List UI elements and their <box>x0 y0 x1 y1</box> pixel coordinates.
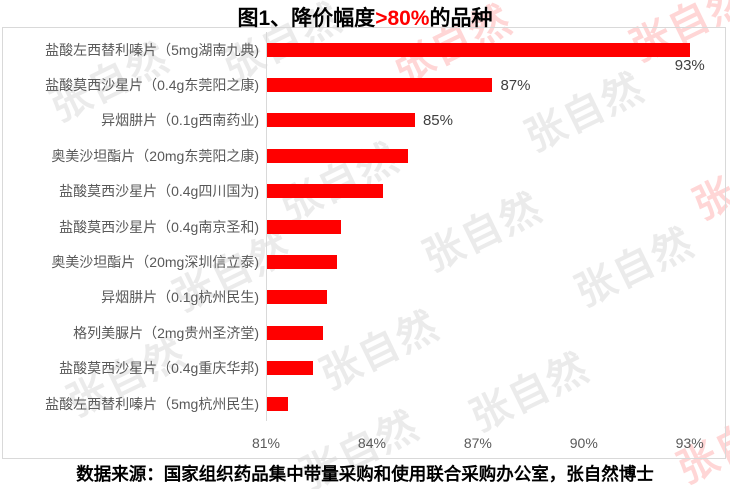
chart-row: 盐酸莫西沙星片（0.4g东莞阳之康) 87% <box>3 67 725 103</box>
x-tick-label: 84% <box>357 435 386 451</box>
bar <box>267 219 341 234</box>
x-axis-ticks: 81% 84% 87% 90% 93% <box>252 435 725 452</box>
bar <box>267 148 408 163</box>
bar-zone: 93% <box>266 32 725 74</box>
title-prefix: 图1、降价幅度 <box>237 7 376 30</box>
chart-row: 奥美沙坦酯片（20mg东莞阳之康) <box>3 138 725 174</box>
bar-zone <box>266 244 725 280</box>
category-label: 异烟肼片（0.1g杭州民生) <box>101 289 259 306</box>
chart-row: 盐酸左西替利嗪片（5mg湖南九典) 93% <box>3 32 725 74</box>
chart-row: 盐酸左西替利嗪片（5mg杭州民生) <box>3 385 725 422</box>
bar <box>267 184 384 199</box>
chart-title: 图1、降价幅度>80%的品种 <box>0 2 730 32</box>
chart-row: 奥美沙坦酯片（20mg深圳信立泰) <box>3 244 725 280</box>
bar <box>267 290 327 305</box>
plot-area: 盐酸左西替利嗪片（5mg湖南九典) 93% 盐酸莫西沙星片（0.4g东莞阳之康) 87… <box>2 27 726 459</box>
bar-zone: 87% <box>266 67 725 103</box>
bar <box>267 361 313 376</box>
chart-row: 盐酸莫西沙星片（0.4g重庆华邦) <box>3 350 725 386</box>
bar-zone: 85% <box>266 102 725 139</box>
data-label: 85% <box>422 111 453 129</box>
category-label: 盐酸莫西沙星片（0.4g四川国为) <box>59 183 259 200</box>
chart-rows: 盐酸左西替利嗪片（5mg湖南九典) 93% 盐酸莫西沙星片（0.4g东莞阳之康) 87… <box>3 32 725 422</box>
bar-zone <box>266 279 725 316</box>
category-label: 奥美沙坦酯片（20mg深圳信立泰) <box>51 254 259 271</box>
bar-zone <box>266 315 725 351</box>
category-label: 盐酸左西替利嗪片（5mg杭州民生) <box>45 395 259 412</box>
bar <box>267 42 690 57</box>
data-label: 93% <box>674 57 705 74</box>
chart-row: 盐酸莫西沙星片（0.4g四川国为) <box>3 173 725 209</box>
category-label: 盐酸莫西沙星片（0.4g重庆华邦) <box>59 360 259 377</box>
x-tick-label: 93% <box>675 435 704 451</box>
title-highlight: >80% <box>375 7 430 30</box>
bar <box>267 78 493 93</box>
x-tick-label: 81% <box>251 435 281 451</box>
category-label: 奥美沙坦酯片（20mg东莞阳之康) <box>51 147 259 164</box>
bar <box>267 325 324 340</box>
category-label: 异烟肼片（0.1g西南药业) <box>101 112 259 129</box>
bar-zone <box>266 385 725 422</box>
bar <box>267 396 289 411</box>
x-tick-label: 90% <box>569 435 598 451</box>
x-tick-label: 87% <box>463 435 492 451</box>
category-label: 盐酸左西替利嗪片（5mg湖南九典) <box>45 41 259 58</box>
bar <box>267 255 338 270</box>
bar-zone <box>266 208 725 245</box>
source-note: 数据来源：国家组织药品集中带量采购和使用联合采购办公室，张自然博士 <box>76 464 654 484</box>
bar <box>267 113 415 128</box>
bar-zone <box>266 350 725 386</box>
category-label: 盐酸莫西沙星片（0.4g东莞阳之康) <box>45 77 259 94</box>
category-label: 盐酸莫西沙星片（0.4g南京圣和) <box>59 218 259 235</box>
chart-row: 异烟肼片（0.1g西南药业) 85% <box>3 102 725 139</box>
chart-row: 盐酸莫西沙星片（0.4g南京圣和) <box>3 208 725 245</box>
bar-zone <box>266 173 725 209</box>
chart-row: 格列美脲片（2mg贵州圣济堂) <box>3 315 725 351</box>
bar-zone <box>266 138 725 174</box>
data-label: 87% <box>500 76 531 94</box>
category-label: 格列美脲片（2mg贵州圣济堂) <box>73 324 259 341</box>
title-suffix: 的品种 <box>429 7 493 30</box>
chart-row: 异烟肼片（0.1g杭州民生) <box>3 279 725 316</box>
